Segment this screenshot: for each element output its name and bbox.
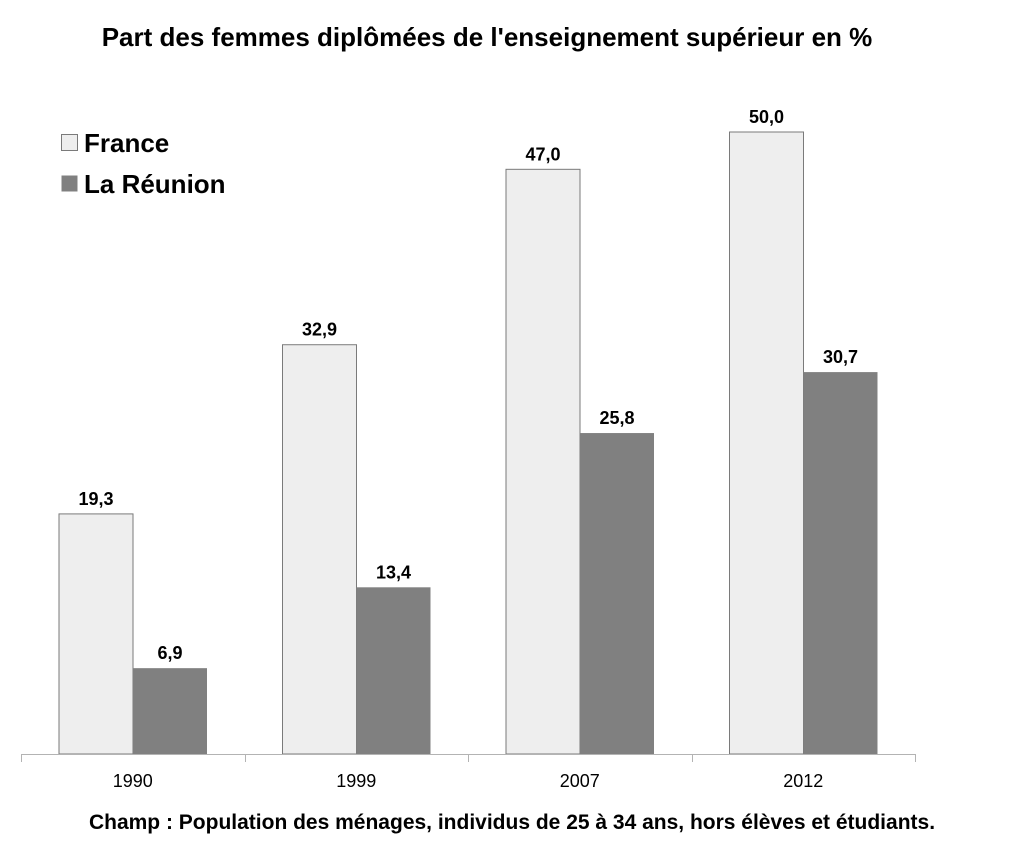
value-label-france-1990: 19,3 [78,489,113,509]
legend-swatch-la-r-union [61,175,78,192]
x-tick-label-1999: 1999 [336,771,376,791]
bar-la-r-union-2007 [580,433,654,754]
bars-group [58,131,878,755]
legend-label-france: France [84,128,169,158]
legend-label-la-r-union: La Réunion [84,169,226,199]
x-axis: 1990 1999 2007 2012 [21,754,916,791]
bar-france-1990 [58,513,134,755]
bar-france-2012 [729,131,804,755]
value-label-la-r-union-2012: 30,7 [823,347,858,367]
bar-la-r-union-1999 [356,587,431,754]
bar-la-r-union-1990 [133,668,207,754]
x-tick-label-2012: 2012 [783,771,823,791]
bar-la-r-union-2012 [803,372,878,754]
chart-footnote: Champ : Population des ménages, individu… [88,811,936,834]
value-label-la-r-union-2007: 25,8 [599,408,634,428]
bar-france-2007 [505,168,581,755]
value-label-la-r-union-1999: 13,4 [376,562,411,582]
value-label-la-r-union-1990: 6,9 [157,643,182,663]
x-tick-label-1990: 1990 [113,771,153,791]
value-label-france-1999: 32,9 [302,320,337,340]
value-labels-group: 19,3 6,9 32,9 13,4 47,0 25,8 50,0 30,7 [78,107,858,663]
legend: France La Réunion [61,128,226,199]
chart-title: Part des femmes diplômées de l'enseignem… [101,22,873,52]
legend-swatch-france [61,134,78,151]
value-label-france-2007: 47,0 [525,144,560,164]
value-label-france-2012: 50,0 [749,107,784,127]
x-tick-label-2007: 2007 [560,771,600,791]
bar-france-1999 [282,344,357,755]
